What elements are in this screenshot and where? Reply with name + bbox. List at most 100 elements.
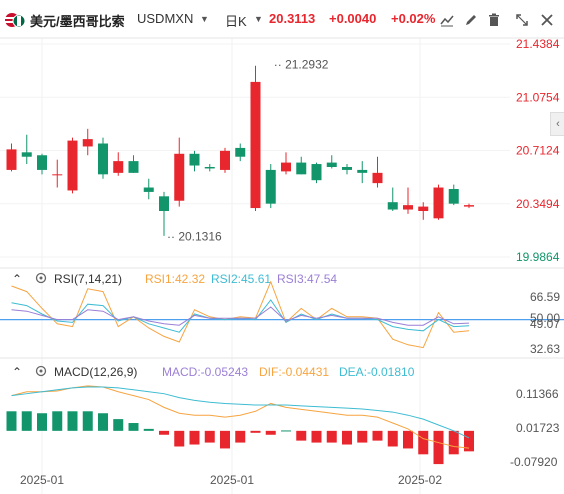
macd-histogram-bar xyxy=(159,430,169,435)
macd-histogram-bar xyxy=(220,430,230,449)
macd-legend-item: DEA:-0.01810 xyxy=(339,365,415,379)
expand-icon xyxy=(516,14,528,26)
candle-body xyxy=(21,152,32,157)
rsi-legend-item: RSI1:42.32 xyxy=(145,272,205,286)
macd-axis-label: 0.11366 xyxy=(516,387,559,401)
candle xyxy=(128,155,139,173)
macd-panel: ⌃ MACD(12,26,9) MACD:-0.05243 DIF:-0.04431 D… xyxy=(6,365,474,465)
candle xyxy=(296,156,307,175)
candle xyxy=(98,137,108,179)
settings-icon-hub xyxy=(39,276,43,280)
macd-histogram-bar xyxy=(21,411,32,431)
candle-body xyxy=(143,187,154,192)
macd-histogram-bar xyxy=(52,411,63,431)
symbol-name[interactable]: 美元/墨西哥比索 xyxy=(30,14,125,29)
candle-body xyxy=(311,164,322,181)
macd-histogram-bar xyxy=(418,430,429,455)
candle-body xyxy=(372,172,383,184)
candle xyxy=(6,143,17,172)
macd-histogram-bar xyxy=(204,430,215,443)
rsi-axis-label: 66.59 xyxy=(530,290,560,304)
candle xyxy=(433,184,444,220)
macd-histogram-bar xyxy=(143,428,154,431)
macd-histogram-bar xyxy=(113,419,124,431)
macd-legend-item: MACD:-0.05243 xyxy=(162,365,248,379)
macd-histogram-bar xyxy=(265,430,276,435)
candle xyxy=(67,137,78,194)
date-axis-label: 2025-02 xyxy=(398,473,442,487)
candle xyxy=(464,203,474,209)
candle-body xyxy=(128,161,139,173)
macd-histogram-bar xyxy=(433,430,444,465)
macd-legend-item: DIF:-0.04431 xyxy=(259,365,329,379)
date-axis-label: 2025-01 xyxy=(210,473,254,487)
macd-axis-label: 0.01723 xyxy=(516,421,560,435)
extreme-price-label: ·· 20.1316 xyxy=(167,230,222,244)
candle xyxy=(204,164,215,172)
candle-body xyxy=(220,150,230,170)
candle xyxy=(21,134,32,165)
macd-histogram-bar xyxy=(464,430,474,452)
candle-body xyxy=(326,162,337,167)
candle xyxy=(387,187,398,211)
macd-histogram-bar xyxy=(296,430,307,441)
collapse-icon: ⌃ xyxy=(12,365,22,379)
symbol-code[interactable]: USDMXN xyxy=(137,11,194,26)
candle xyxy=(372,156,383,188)
candle-body xyxy=(174,153,185,201)
candle-body xyxy=(296,162,307,175)
candle xyxy=(143,178,154,200)
macd-histogram-bar xyxy=(372,430,383,441)
settings-icon xyxy=(35,272,47,284)
price-axis-label: 21.0754 xyxy=(516,90,560,104)
close-button[interactable] xyxy=(536,10,558,30)
period-selector[interactable]: 日K xyxy=(225,14,247,29)
price-change: +0.0040 xyxy=(329,11,377,26)
candle-body xyxy=(82,139,93,147)
macd-histogram-bar xyxy=(250,430,261,433)
candle-body xyxy=(189,153,200,166)
rsi-panel: ⌃ RSI(7,14,21) RSI1:42.32 RSI2:45.61 RSI3:47… xyxy=(0,272,564,349)
candle-body xyxy=(52,174,63,176)
caret-down-icon[interactable]: ▼ xyxy=(254,14,263,24)
draw-button[interactable] xyxy=(460,10,482,30)
settings-icon-ring xyxy=(35,272,47,284)
candle-body xyxy=(433,187,444,219)
flag-icon xyxy=(5,13,26,28)
macd-histogram-bar xyxy=(37,413,47,431)
candle-body xyxy=(67,140,78,191)
candle xyxy=(235,143,246,162)
axes: 21.4384 21.0754 20.7124 20.3494 19.9864 ·· 21… xyxy=(20,37,560,487)
candle xyxy=(220,147,230,173)
candle-body xyxy=(113,161,124,173)
macd-histogram-bar xyxy=(326,430,337,443)
macd-line-dif xyxy=(11,385,470,449)
chevron-left-icon[interactable]: ‹ xyxy=(550,112,564,136)
candle xyxy=(52,159,63,188)
candle-body xyxy=(464,205,474,207)
rsi-axis-label: 49.07 xyxy=(530,317,560,331)
settings-icon xyxy=(35,365,47,377)
candle-body xyxy=(250,81,261,209)
candle xyxy=(311,162,322,184)
rsi-axis-label: 50.00 xyxy=(530,311,560,325)
delete-button[interactable] xyxy=(483,10,505,30)
candle-body xyxy=(403,205,413,210)
chart-header: 美元/墨西哥比索 USDMXN ▼ 日K ▼ 20.3113 +0.0040 +… xyxy=(0,0,564,38)
chart-style-button[interactable] xyxy=(436,10,458,30)
rsi-line-rsi2 xyxy=(11,299,470,333)
price-axis-label: 21.4384 xyxy=(516,37,560,51)
macd-histogram-bar xyxy=(448,430,459,455)
macd-histogram-bar xyxy=(67,411,78,431)
fullscreen-button[interactable] xyxy=(511,10,533,30)
candle xyxy=(37,153,47,175)
candle xyxy=(250,65,261,211)
macd-histogram-bar xyxy=(98,413,108,431)
candle xyxy=(448,184,459,206)
caret-down-icon[interactable]: ▼ xyxy=(200,14,209,24)
rsi-legend-item: RSI3:47.54 xyxy=(277,272,337,286)
trash-icon xyxy=(489,13,499,26)
candle xyxy=(113,152,124,176)
date-axis-label: 2025-01 xyxy=(20,473,64,487)
